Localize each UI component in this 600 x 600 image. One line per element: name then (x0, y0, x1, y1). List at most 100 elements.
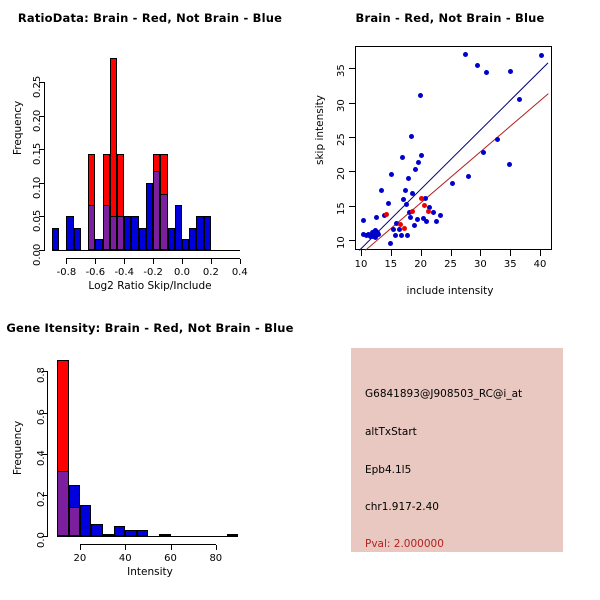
histogram-bar (131, 216, 139, 250)
x-tick-label: 0.4 (231, 267, 248, 278)
y-tick (42, 412, 48, 414)
x-tick (210, 259, 212, 264)
histogram-bar-overlap (88, 204, 96, 250)
scatter-point (402, 187, 408, 193)
y-tick-label: 0.15 (32, 142, 43, 166)
histogram-bar (102, 533, 114, 536)
scatter-point (433, 218, 439, 224)
y-tick-label: 0.6 (36, 408, 47, 425)
scatter-point (420, 215, 426, 221)
scatter-point (431, 210, 437, 216)
scatter-point (393, 233, 399, 239)
intensity-scatter-ylabel: skip intensity (314, 95, 326, 165)
y-tick (349, 68, 355, 70)
x-tick (182, 259, 183, 264)
y-tick-label: 0.10 (32, 176, 43, 199)
gene-intensity-histogram-title: Gene Itensity: Brain - Red, Not Brain - … (6, 321, 294, 335)
y-tick (39, 250, 45, 251)
scatter-point (474, 63, 480, 69)
ratio-histogram-plotarea: 0.00 0.05 0.10 0.15 0.20 0.25 -0.8 -0.6 -0.4 -0.2… (0, 0, 300, 300)
ratio-histogram-ylabel: Frequency (12, 100, 24, 155)
scatter-point (361, 232, 367, 238)
probe-id-text: G6841893@J908503_RC@i_at (365, 388, 523, 400)
x-tick (215, 545, 217, 550)
pval-text: Pval: 2.000000 (365, 538, 444, 550)
scatter-point (438, 213, 444, 219)
scatter-point (409, 190, 415, 196)
x-tick (360, 250, 362, 256)
x-tick-label: -0.4 (114, 267, 134, 278)
x-axis-line (66, 258, 240, 259)
x-tick (170, 545, 172, 550)
y-tick (42, 536, 48, 537)
scatter-point (411, 223, 417, 229)
scatter-point (418, 93, 424, 99)
x-tick (124, 259, 126, 264)
y-tick (39, 115, 45, 117)
histogram-bar (95, 238, 103, 250)
histogram-bar (91, 523, 103, 536)
scatter-point (383, 211, 389, 217)
y-tick-label: 0.0 (36, 532, 47, 548)
gene-symbol-text: Epb4.1l5 (365, 464, 412, 476)
histogram-bar-overlap (57, 470, 69, 536)
scatter-point (421, 202, 427, 208)
y-tick (39, 182, 45, 184)
histogram-bar (79, 505, 92, 536)
histogram-bar (124, 216, 132, 250)
ratio-histogram-panel: RatioData: Brain - Red, Not Brain - Blue… (0, 0, 300, 300)
locus-text: chr1.917-2.40 (365, 501, 439, 513)
histogram-bar (196, 216, 204, 250)
y-axis-line (44, 81, 45, 250)
x-tick-label: -0.6 (85, 267, 106, 278)
x-tick-label: 20 (73, 553, 87, 564)
scatter-point (425, 208, 431, 214)
x-tick-label: 0.2 (202, 267, 219, 278)
scatter-point (424, 219, 430, 225)
scatter-point (405, 233, 411, 239)
scatter-point (403, 202, 409, 207)
scatter-point (388, 240, 394, 246)
histogram-bar (73, 227, 81, 250)
scatter-point (483, 69, 489, 75)
x-tick-label: 20 (414, 259, 428, 270)
scatter-point (413, 166, 419, 172)
x-tick-label: 40 (118, 553, 132, 564)
y-tick (42, 371, 48, 373)
gene-intensity-histogram-ylabel: Frequency (12, 420, 24, 475)
x-tick (153, 259, 155, 264)
histogram-bar (227, 533, 239, 536)
histogram-bar (167, 227, 175, 250)
x-tick (390, 250, 392, 256)
scatter-point (376, 232, 382, 238)
histogram-bar-overlap (160, 194, 168, 250)
scatter-point (385, 201, 391, 207)
histogram-bar-overlap (153, 171, 161, 250)
histogram-bar (136, 529, 148, 536)
x-tick (480, 250, 482, 256)
scatter-point (402, 226, 408, 232)
x-tick-label: 80 (209, 553, 223, 564)
scatter-point (415, 159, 421, 165)
scatter-point (401, 196, 407, 202)
y-tick-label: 0.05 (32, 210, 43, 233)
scatter-point (400, 155, 406, 161)
x-tick-label: 15 (384, 259, 398, 270)
histogram-bar (125, 529, 137, 536)
y-tick-label: 0.4 (36, 449, 47, 466)
x-tick-label: 60 (164, 553, 177, 564)
y-tick-label: 35 (336, 64, 347, 78)
histogram-bar (145, 182, 154, 250)
y-tick-label: 0.00 (32, 243, 43, 266)
baseline (52, 250, 240, 251)
scatter-point (419, 153, 425, 159)
y-tick-label: 0.8 (36, 367, 47, 384)
scatter-point (450, 180, 456, 186)
histogram-bar-overlap (109, 216, 117, 250)
scatter-point (396, 226, 402, 232)
x-tick (420, 250, 422, 256)
y-tick (42, 494, 48, 496)
histogram-bar (182, 238, 190, 250)
scatter-point (507, 69, 513, 74)
scatter-point (373, 215, 379, 221)
